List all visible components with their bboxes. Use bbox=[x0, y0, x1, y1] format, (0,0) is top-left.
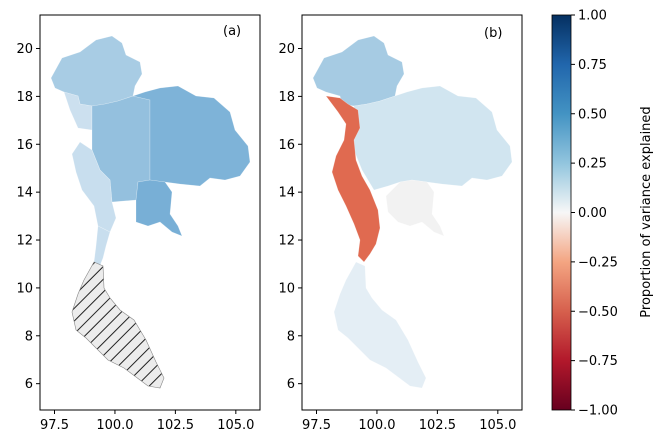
y-tick-label: 12 bbox=[16, 234, 33, 249]
y-tick-label: 10 bbox=[278, 281, 295, 296]
colorbar-tick-label: 0.75 bbox=[578, 58, 607, 73]
colorbar-tick-label: 0.25 bbox=[578, 157, 607, 172]
y-tick-label: 14 bbox=[16, 186, 33, 201]
y-tick-label: 16 bbox=[278, 138, 295, 153]
panel-b bbox=[312, 35, 513, 389]
region-isthmus bbox=[93, 225, 111, 269]
colorbar-tick-label: −0.25 bbox=[578, 255, 618, 270]
x-tick-label: 105.0 bbox=[479, 418, 516, 433]
colorbar-tick-label: 0.50 bbox=[578, 107, 607, 122]
y-tick-label: 6 bbox=[25, 377, 33, 392]
colorbar-ticks: 1.00 0.75 0.50 0.25 0.00 −0.25 −0.50 −0.75 −1.00 bbox=[571, 9, 618, 419]
axes-frame bbox=[301, 14, 523, 411]
axes-panel-a: 97.5 100.0 102.5 105.0 6 8 10 12 14 16 18 20 bbox=[16, 14, 261, 433]
colorbar bbox=[551, 14, 572, 411]
y-tick-label: 18 bbox=[278, 90, 295, 105]
x-tick-label: 100.0 bbox=[96, 418, 133, 433]
colorbar-label: Proportion of variance explained bbox=[639, 106, 653, 317]
y-tick-label: 18 bbox=[16, 90, 33, 105]
y-tick-label: 20 bbox=[278, 42, 295, 57]
y-tick-label: 8 bbox=[287, 329, 295, 344]
y-tick-label: 12 bbox=[278, 234, 295, 249]
region-north bbox=[312, 35, 405, 107]
region-south-hatched bbox=[71, 261, 165, 389]
region-west-corridor bbox=[325, 95, 381, 263]
colorbar-tick-label: −1.00 bbox=[578, 404, 618, 419]
x-tick-label: 102.5 bbox=[419, 418, 456, 433]
region-north bbox=[50, 35, 143, 107]
colorbar-tick-label: 1.00 bbox=[578, 9, 607, 24]
region-west bbox=[71, 141, 117, 233]
region-central-northeast bbox=[353, 85, 513, 191]
y-tick-label: 16 bbox=[16, 138, 33, 153]
x-tick-label: 97.5 bbox=[40, 418, 69, 433]
x-tick-label: 100.0 bbox=[358, 418, 395, 433]
y-tick-label: 6 bbox=[287, 377, 295, 392]
axes-frame bbox=[39, 14, 261, 411]
panel-label-a: (a) bbox=[223, 24, 241, 39]
panel-a bbox=[50, 35, 251, 389]
y-tick-label: 8 bbox=[25, 329, 33, 344]
y-tick-label: 10 bbox=[16, 281, 33, 296]
x-tick-label: 97.5 bbox=[302, 418, 331, 433]
region-east bbox=[135, 179, 183, 237]
x-tick-label: 102.5 bbox=[157, 418, 194, 433]
y-tick-label: 14 bbox=[278, 186, 295, 201]
region-northeast bbox=[131, 85, 251, 187]
region-south bbox=[333, 261, 427, 389]
y-tick-label: 20 bbox=[16, 42, 33, 57]
colorbar-tick-label: 0.00 bbox=[578, 206, 607, 221]
axes-panel-b: 97.5 100.0 102.5 105.0 6 8 10 12 14 16 18 20 bbox=[278, 14, 523, 433]
colorbar-tick-label: −0.50 bbox=[578, 305, 618, 320]
colorbar-tick-label: −0.75 bbox=[578, 354, 618, 369]
region-east bbox=[385, 179, 445, 237]
x-tick-label: 105.0 bbox=[217, 418, 254, 433]
panel-label-b: (b) bbox=[484, 26, 502, 41]
